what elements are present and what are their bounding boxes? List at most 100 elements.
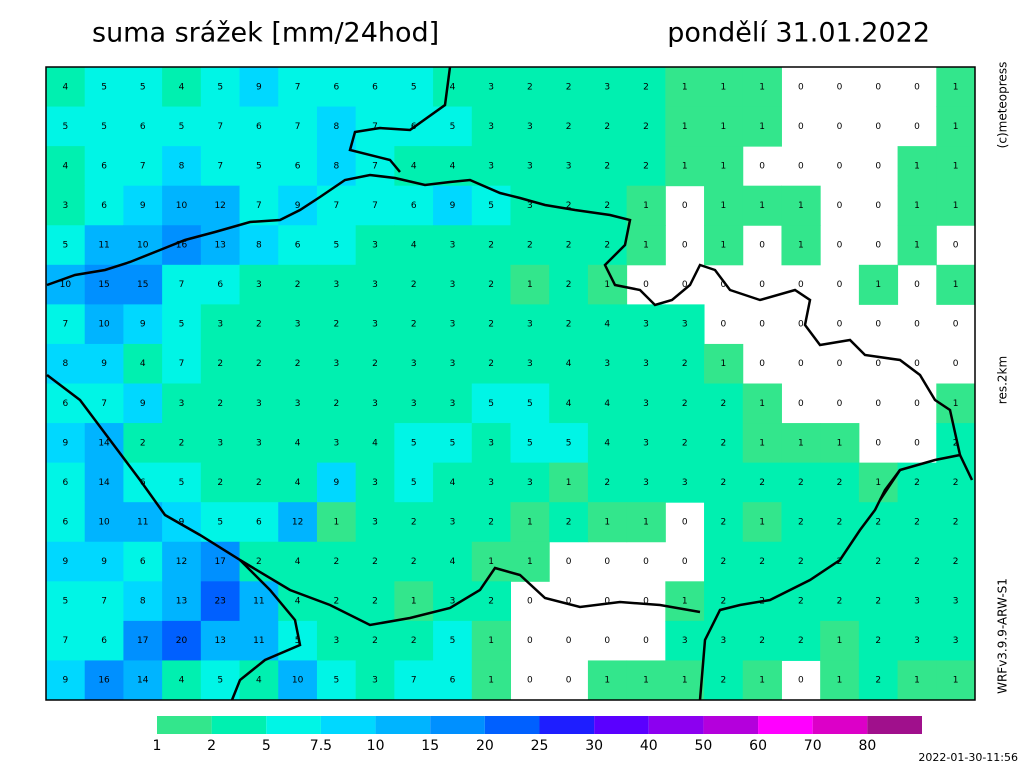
precip-value: 23 [214,597,225,607]
precip-value: 3 [411,359,417,369]
precip-cell [704,541,744,582]
precip-cell [239,185,279,226]
precip-cell [46,67,86,108]
precip-value: 2 [759,557,765,567]
precip-cell [123,383,163,424]
precip-cell [123,185,163,226]
precip-value: 2 [256,557,262,567]
precip-value: 0 [914,399,920,409]
precip-value: 0 [759,241,765,251]
precip-value: 6 [62,478,68,488]
precip-value: 2 [372,359,378,369]
precip-value: 2 [914,478,920,488]
precip-value: 3 [488,161,494,171]
precip-value: 0 [566,597,572,607]
precip-cell [471,146,511,187]
precip-cell [46,264,86,305]
precip-cell [781,185,821,226]
precip-value: 2 [488,359,494,369]
precip-cell [665,581,705,622]
precip-value: 16 [176,241,188,251]
precip-value: 3 [62,201,68,211]
precip-value: 4 [295,438,301,448]
precip-value: 3 [295,399,301,409]
precip-value: 0 [837,241,843,251]
precip-cell [84,660,124,701]
precip-value: 1 [643,676,649,686]
precip-cell [316,225,357,266]
precip-value: 2 [604,478,610,488]
precip-value: 1 [411,597,417,607]
precip-cell [394,264,434,305]
legend-swatch [484,716,540,734]
precip-cell [433,462,473,503]
precip-value: 11 [253,597,264,607]
legend-swatch [320,716,376,734]
precip-cell [820,462,860,503]
precip-value: 1 [837,636,843,646]
precip-value: 7 [101,399,107,409]
precip-value: 0 [643,557,649,567]
precip-cell [433,343,473,384]
precip-cell [162,581,202,622]
precip-cell [394,383,434,424]
precip-value: 6 [62,517,68,527]
precip-cell [433,541,473,582]
precip-value: 4 [566,399,572,409]
precip-value: 15 [98,280,109,290]
precip-value: 1 [953,201,959,211]
precip-cell [704,502,744,543]
precip-cell [510,67,550,108]
precip-value: 1 [643,241,649,251]
precip-cell [781,581,821,622]
precip-value: 1 [759,676,765,686]
precip-cell [742,660,782,701]
precip-value: 5 [488,201,494,211]
precip-value: 3 [643,478,649,488]
precip-value: 0 [759,161,765,171]
precip-value: 3 [450,241,456,251]
precip-value: 9 [62,676,68,686]
precip-value: 5 [295,636,301,646]
precip-cell [665,383,705,424]
precip-value: 4 [450,557,456,567]
precip-cell [471,423,511,464]
precip-cell [316,67,357,108]
precip-value: 0 [759,359,765,369]
precip-value: 3 [450,597,456,607]
precip-value: 0 [682,280,688,290]
precip-cell [239,423,279,464]
precip-cell [897,581,937,622]
precip-value: 6 [256,122,262,132]
precip-value: 2 [721,517,727,527]
precip-cell [84,423,124,464]
precip-cell [742,383,782,424]
precip-value: 0 [566,676,572,686]
precip-value: 3 [372,517,378,527]
precip-cell [200,581,241,622]
precip-cell [394,541,434,582]
precip-cell [626,660,666,701]
precip-value: 2 [604,122,610,132]
precip-value: 3 [682,636,688,646]
precip-value: 7 [372,122,378,132]
precip-value: 3 [372,320,378,330]
precip-value: 5 [140,82,146,92]
precip-value: 0 [875,201,881,211]
model-label: WRFv3.9.9-ARW-S1 [996,578,1010,694]
precip-cell [239,146,279,187]
precip-value: 9 [256,82,262,92]
precip-value: 5 [217,676,223,686]
precip-cell [394,67,434,108]
precip-value: 5 [179,478,185,488]
precip-cell [510,304,550,345]
precip-value: 6 [217,280,223,290]
precip-cell [510,383,550,424]
legend-swatch [539,716,595,734]
precip-value: 4 [450,82,456,92]
precip-cell [433,67,473,108]
precip-cell [46,343,86,384]
precip-value: 2 [527,241,533,251]
precip-value: 3 [643,399,649,409]
precip-cell [162,502,202,543]
